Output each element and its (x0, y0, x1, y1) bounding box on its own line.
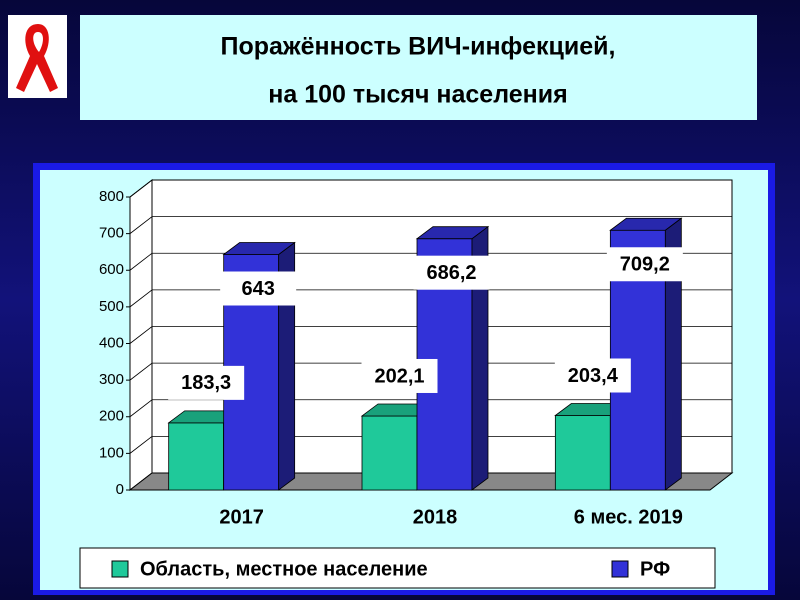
value-label: 202,1 (374, 365, 424, 387)
x-tick-label: 2018 (413, 506, 458, 528)
y-tick-label: 500 (99, 298, 124, 315)
ribbon-icon (16, 24, 58, 92)
value-label-box (606, 247, 683, 282)
grid-line (129, 252, 732, 271)
bar (609, 217, 683, 491)
grid-line (129, 179, 732, 198)
bar-front (361, 415, 418, 491)
grid-line (129, 435, 732, 454)
y-tick-label: 400 (99, 334, 124, 351)
bar-top (609, 217, 683, 231)
value-label: 183,3 (181, 372, 231, 394)
grid-line (129, 399, 732, 418)
value-label: 203,4 (568, 365, 619, 387)
value-label-box (413, 255, 490, 290)
x-tick-label: 2017 (219, 506, 264, 528)
value-label: 686,2 (426, 262, 476, 284)
bar-top (415, 226, 490, 240)
chart-title: на 100 тысяч населения (268, 81, 567, 109)
y-tick-label: 0 (116, 481, 124, 498)
y-tick-label: 600 (99, 261, 124, 278)
value-label-box (220, 271, 297, 306)
bar (415, 225, 490, 491)
grid-line (129, 326, 732, 344)
value-label: 643 (241, 278, 274, 300)
y-tick-label: 100 (99, 444, 124, 461)
y-tick-label: 700 (99, 225, 124, 242)
value-label-box (361, 358, 438, 393)
bar-front (554, 415, 611, 491)
legend-swatch (111, 560, 129, 578)
bar-front (168, 422, 225, 491)
legend-box (79, 547, 716, 589)
value-label: 709,2 (620, 254, 670, 276)
legend-label: Область, местное население (140, 558, 428, 580)
bar-top (222, 242, 296, 255)
y-tick-label: 300 (99, 371, 124, 388)
grid-line (129, 289, 732, 308)
legend-swatch (611, 560, 629, 578)
grid-line (129, 216, 732, 234)
y-tick-label: 200 (99, 408, 124, 425)
chart-title: Поражённость ВИЧ-инфекцией, (221, 33, 616, 61)
value-label-box (168, 365, 245, 400)
y-tick-label: 800 (99, 188, 124, 205)
value-label-box (554, 358, 631, 393)
grid-line (129, 362, 732, 381)
title-box (80, 15, 757, 120)
x-tick-label: 6 мес. 2019 (574, 506, 683, 528)
legend-label: РФ (640, 558, 670, 580)
